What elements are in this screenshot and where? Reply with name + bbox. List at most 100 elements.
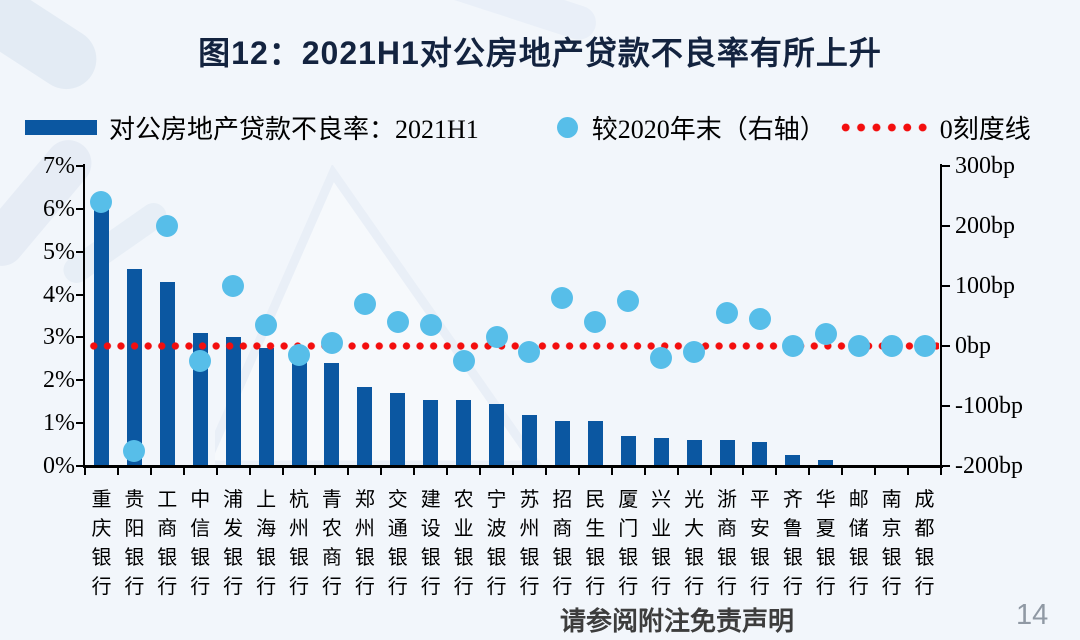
dot-南京银行 [880, 335, 903, 357]
x-label-招商银行: 招 商 银 行 [552, 489, 573, 598]
x-label-成都银行: 成 都 银 行 [914, 489, 935, 598]
x-axis-tick [577, 466, 580, 475]
x-label-兴业银行: 兴 业 银 行 [651, 489, 672, 598]
dot-招商银行 [551, 287, 574, 309]
bar-招商银行 [554, 421, 570, 466]
dot-工商银行 [156, 215, 179, 237]
y-axis-left-label: 2% [43, 367, 75, 394]
x-axis-tick [281, 466, 284, 475]
x-axis-tick [775, 466, 778, 475]
dot-建设银行 [419, 314, 442, 336]
x-label-交通银行: 交 通 银 行 [387, 489, 408, 598]
y-axis-right-tick [941, 465, 950, 467]
y-axis-left-label: 7% [43, 153, 75, 179]
x-axis-tick [446, 466, 449, 475]
bar-农业银行 [456, 399, 472, 466]
bar-民生银行 [587, 421, 603, 466]
dot-交通银行 [386, 311, 409, 333]
y-axis-left-tick [76, 336, 85, 339]
x-axis-tick [808, 466, 811, 475]
x-axis-tick [215, 466, 218, 475]
legend-bar-label: 对公房地产贷款不良率：2021H1 [109, 114, 479, 144]
bar-兴业银行 [653, 438, 669, 466]
y-axis-left-label: 1% [43, 410, 75, 437]
x-label-建设银行: 建 设 银 行 [420, 489, 441, 598]
y-axis-right-tick [941, 405, 950, 407]
x-axis-tick [874, 466, 877, 475]
bar-杭州银行 [291, 361, 307, 466]
x-label-光大银行: 光 大 银 行 [684, 489, 705, 598]
chart-legend: 对公房地产贷款不良率：2021H1 较2020年末（右轴） 0刻度线 [25, 106, 1080, 148]
y-axis-left-tick [76, 207, 85, 210]
y-axis-right-label: 0bp [955, 333, 991, 359]
y-axis-left [83, 164, 85, 468]
x-label-华夏银行: 华 夏 银 行 [815, 489, 836, 598]
x-label-浦发银行: 浦 发 银 行 [223, 489, 244, 598]
dot-苏州银行 [518, 341, 541, 363]
y-axis-left-tick [76, 465, 85, 467]
x-axis-tick [479, 466, 482, 475]
x-axis-tick [84, 466, 86, 475]
zero-reference-line [87, 342, 939, 350]
x-axis-tick [907, 466, 910, 475]
bar-青农商行 [324, 363, 340, 466]
x-label-杭州银行: 杭 州 银 行 [289, 489, 309, 598]
y-axis-left-label: 5% [43, 238, 75, 265]
x-axis-tick [413, 466, 416, 475]
footer-disclaimer: 请参阅附注免责声明 [560, 606, 795, 636]
x-axis-tick [544, 466, 547, 475]
x-label-中信银行: 中 信 银 行 [190, 489, 211, 598]
x-label-农业银行: 农 业 银 行 [453, 489, 474, 598]
x-axis-tick [742, 466, 745, 475]
y-axis-left-tick [76, 165, 85, 167]
x-label-浙商银行: 浙 商 银 行 [717, 489, 737, 598]
x-label-南京银行: 南 京 银 行 [881, 489, 902, 598]
y-axis-right-label: -200bp [955, 453, 1023, 479]
dot-厦门银行 [617, 290, 640, 312]
dot-平安银行 [748, 308, 771, 330]
y-axis-right [940, 164, 942, 468]
chart-title: 图12：2021H1对公房地产贷款不良率有所上升 [198, 35, 882, 71]
y-axis-right-label: -100bp [955, 393, 1023, 419]
bar-建设银行 [423, 399, 439, 466]
bar-浦发银行 [225, 337, 241, 466]
x-axis-tick [841, 466, 844, 475]
bar-平安银行 [752, 442, 768, 466]
y-axis-left-label: 3% [43, 324, 75, 351]
x-label-民生银行: 民 生 银 行 [585, 489, 606, 598]
dot-上海银行 [255, 314, 278, 336]
dot-中信银行 [189, 350, 212, 372]
dot-重庆银行 [90, 191, 113, 213]
dot-杭州银行 [288, 344, 310, 366]
x-label-贵阳银行: 贵 阳 银 行 [124, 489, 145, 598]
x-axis-tick [940, 466, 942, 475]
bar-贵阳银行 [126, 268, 142, 466]
dot-华夏银行 [814, 323, 837, 345]
dot-青农商行 [320, 332, 343, 354]
x-label-苏州银行: 苏 州 银 行 [519, 489, 540, 598]
bar-重庆银行 [93, 208, 109, 466]
y-axis-right-tick [941, 345, 950, 347]
y-axis-left-tick [76, 250, 85, 253]
y-axis-right-label: 100bp [955, 273, 1015, 299]
dot-光大银行 [683, 341, 706, 363]
dot-农业银行 [452, 350, 475, 372]
y-axis-right-label: 300bp [955, 153, 1015, 179]
x-axis-tick [610, 466, 613, 475]
y-axis-right-tick [941, 165, 950, 167]
bar-苏州银行 [521, 414, 537, 466]
y-axis-left-tick [76, 422, 85, 425]
bar-浙商银行 [719, 440, 735, 466]
dot-邮储银行 [847, 335, 870, 357]
x-label-重庆银行: 重 庆 银 行 [91, 489, 112, 598]
x-label-平安银行: 平 安 银 行 [749, 489, 770, 598]
dot-齐鲁银行 [781, 335, 804, 357]
x-axis-tick [512, 466, 514, 475]
x-label-齐鲁银行: 齐 鲁 银 行 [782, 489, 803, 598]
x-label-工商银行: 工 商 银 行 [157, 489, 178, 598]
dot-成都银行 [913, 335, 936, 357]
y-axis-right-tick [941, 225, 950, 227]
page-number: 14 [1016, 599, 1049, 631]
dot-郑州银行 [353, 293, 376, 315]
